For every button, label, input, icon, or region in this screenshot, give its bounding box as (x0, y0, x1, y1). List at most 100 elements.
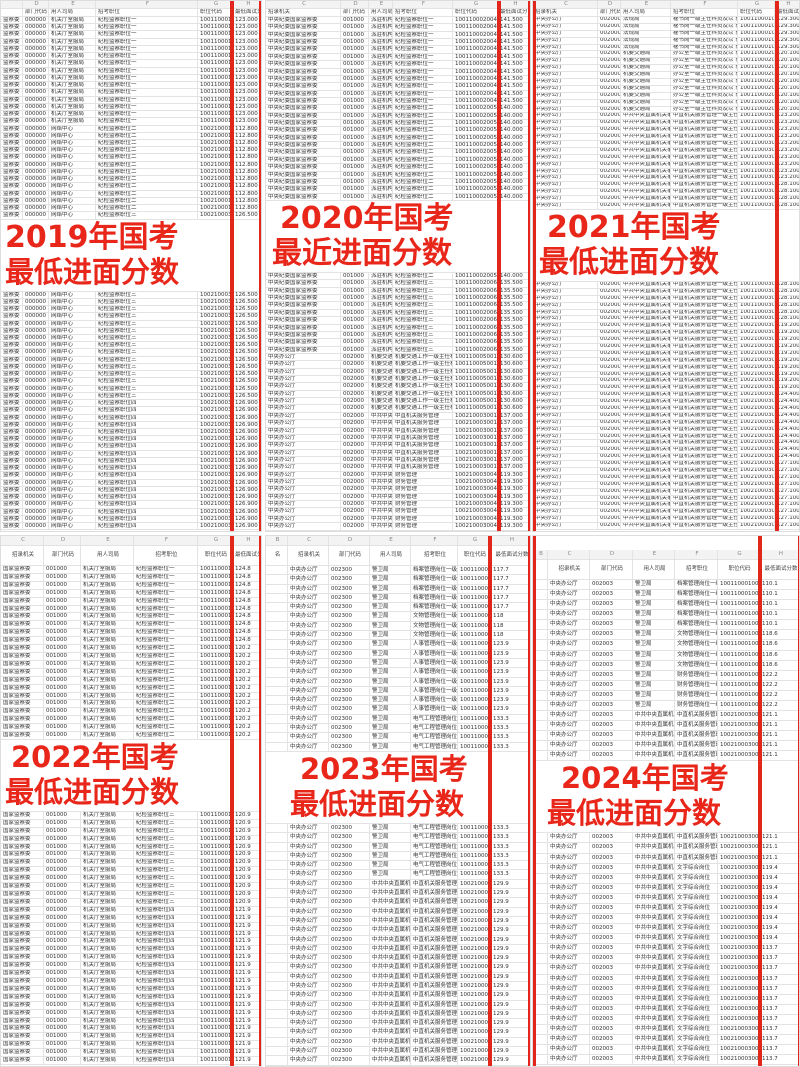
cell[interactable]: 中共中央直属机关事务管理局 (372, 879, 411, 888)
cell[interactable]: 中共中央直属机关事务管理局 (623, 295, 671, 302)
cell[interactable]: 人事管理岗位一级主任科员及以 (413, 677, 458, 686)
cell[interactable]: 中央办公厅 (533, 481, 598, 488)
cell[interactable]: 纪检监察职位二 (393, 105, 453, 112)
cell[interactable]: 机关厅室服局 (81, 660, 134, 668)
cell[interactable]: 126.500 (233, 328, 261, 334)
cell[interactable]: 中央办公厅 (533, 154, 598, 161)
cell[interactable]: 124.400 (777, 412, 799, 418)
cell[interactable]: 派驻机构 (371, 149, 393, 156)
cell[interactable]: 100210003004 (200, 407, 233, 414)
cell[interactable]: 000000 (23, 465, 49, 472)
cell[interactable]: 中直机关服务管理一级主任科员 (673, 447, 738, 454)
cell[interactable]: 网络中心 (49, 161, 96, 168)
cell[interactable]: 100110002001 (740, 85, 775, 92)
cell[interactable]: 文字综合岗位 (675, 1024, 718, 1034)
cell[interactable]: 100210003001 (200, 342, 233, 349)
cell[interactable]: E (633, 550, 675, 559)
cell[interactable]: 123.200 (777, 120, 799, 126)
cell[interactable]: 中共中央直属机关事务管理局 (623, 426, 671, 433)
cell[interactable]: 123.9 (491, 687, 530, 695)
cell[interactable]: 000000 (23, 378, 49, 385)
cell[interactable]: E (621, 1, 671, 8)
cell[interactable]: 机关厅室服局 (81, 827, 134, 835)
cell[interactable]: 纪检监察职位四 (134, 1049, 198, 1057)
cell[interactable]: 002000 (600, 17, 621, 23)
cell[interactable]: 中央办公厅 (533, 288, 598, 295)
cell[interactable]: 国家监察委 (1, 1025, 44, 1033)
cell[interactable]: 国家监察委 (1, 938, 44, 946)
cell[interactable]: 文字综合岗位 (675, 964, 718, 974)
cell[interactable]: 中直机关服务管理一级主任科员 (673, 357, 738, 364)
cell[interactable]: 001000 (44, 993, 81, 1001)
cell[interactable]: 网络中心 (49, 494, 96, 501)
cell[interactable]: 中央纪委国家监察委 (266, 346, 341, 353)
cell[interactable]: 002000 (600, 495, 621, 502)
cell[interactable]: 中共中央直属机关事务管理局 (623, 330, 671, 337)
cell[interactable]: 中央办公厅 (548, 580, 590, 590)
cell[interactable]: 中共中央直属机关事务管理局 (633, 924, 675, 934)
cell[interactable]: 000000 (23, 523, 49, 530)
cell[interactable]: 档案管理岗位一级主任科员及以 (413, 575, 458, 584)
cell[interactable]: 中央办公厅 (288, 889, 329, 898)
cell[interactable]: 100110002004 (455, 97, 498, 105)
cell[interactable]: 002000 (600, 106, 621, 113)
cell[interactable]: 中共中央直属机关事务管理局 (633, 721, 675, 731)
cell[interactable] (266, 696, 288, 705)
cell[interactable]: 001000 (44, 1049, 81, 1057)
cell[interactable]: 中央纪委国家监察委 (266, 309, 341, 317)
cell[interactable]: 电气工程管理岗位一级主任科员 (413, 870, 458, 879)
cell[interactable]: 100110001007 (200, 954, 233, 962)
cell[interactable]: 100110001004 (200, 566, 233, 573)
cell[interactable]: 118 (491, 612, 530, 620)
cell[interactable]: 110.1 (760, 600, 799, 609)
cell[interactable] (266, 612, 288, 621)
cell[interactable]: 法规局 (621, 37, 671, 44)
cell[interactable]: 117.7 (491, 594, 530, 602)
cell[interactable]: 100110001001 (740, 17, 775, 23)
cell[interactable]: 中共中央直属机关事务管理局 (623, 141, 671, 147)
cell[interactable]: 警卫局 (633, 600, 675, 610)
cell[interactable]: 100210003004 (740, 330, 775, 337)
cell[interactable]: 119.200 (777, 350, 799, 356)
cell[interactable]: 中央办公厅 (288, 972, 329, 981)
cell[interactable]: 中央办公厅 (266, 464, 341, 471)
cell[interactable]: 002003 (590, 1034, 633, 1045)
cell[interactable]: 002000 (600, 447, 621, 454)
cell[interactable]: 用人司局 (370, 546, 411, 565)
cell[interactable]: 机关厅室服局 (81, 867, 134, 875)
cell[interactable]: 122.2 (760, 681, 799, 690)
cell[interactable]: 123.200 (777, 175, 799, 181)
cell[interactable]: 纪检监察职位二 (393, 171, 453, 178)
cell[interactable]: 100110002005 (455, 134, 498, 142)
cell[interactable]: 派驻机构 (371, 309, 393, 317)
cell[interactable]: 100110001006 (200, 819, 233, 827)
cell[interactable]: 纪检监察职位三 (134, 843, 198, 851)
cell[interactable]: 100110001006 (460, 833, 491, 842)
cell[interactable]: 警卫局 (370, 566, 411, 575)
cell[interactable]: 117.7 (491, 575, 530, 583)
cell[interactable]: 002003 (590, 934, 633, 944)
cell[interactable]: 002300 (329, 677, 370, 686)
cell[interactable]: 文字综合岗位 (675, 1045, 718, 1055)
cell[interactable]: 纪检监察职位四 (134, 954, 198, 962)
cell[interactable]: 国家监察委 (1, 692, 44, 700)
cell[interactable]: 中共中央直属机关事务管理局 (371, 420, 393, 427)
cell[interactable]: 中共中央直属机关事务管理局 (633, 994, 675, 1004)
cell[interactable]: 100210003004 (740, 364, 775, 371)
cell[interactable]: 100210003005 (718, 984, 760, 994)
cell[interactable]: 中共中央财务领导小组办公室 (371, 515, 393, 523)
cell[interactable]: 002003 (590, 1024, 633, 1034)
cell[interactable]: 100210003001 (718, 843, 760, 853)
cell[interactable] (533, 984, 548, 994)
cell[interactable]: 119.4 (760, 874, 799, 883)
cell[interactable]: 监察委 (1, 479, 23, 486)
cell[interactable]: 中央办公厅 (548, 680, 590, 690)
cell[interactable]: 机关厅室服局 (81, 1033, 134, 1041)
cell[interactable]: 100110001006 (200, 891, 233, 898)
cell[interactable]: 部门代码 (341, 9, 369, 16)
cell[interactable]: H (233, 536, 261, 545)
cell[interactable]: 124.8 (233, 621, 261, 628)
cell[interactable]: 100110001007 (200, 1017, 233, 1025)
cell[interactable]: 100110001007 (200, 993, 233, 1001)
cell[interactable]: 监察委 (1, 168, 23, 176)
